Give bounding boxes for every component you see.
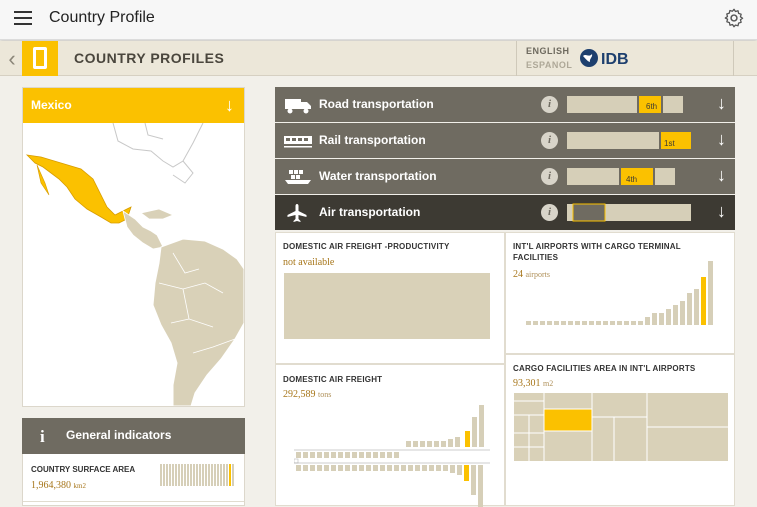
- surface-area-rank-bars: [160, 464, 234, 486]
- road-transportation-row[interactable]: Road transportation i 6th ↓: [275, 87, 735, 122]
- cargo-facilities-area-panel: CARGO FACILITIES AREA IN INT'L AIRPORTS …: [505, 354, 735, 506]
- info-icon[interactable]: i: [541, 132, 558, 149]
- app-logo: [22, 41, 58, 76]
- airplane-icon: [287, 204, 307, 222]
- transport-categories: Road transportation i 6th ↓ Rail transpo…: [275, 87, 735, 231]
- rail-transportation-label: Rail transportation: [319, 133, 426, 147]
- cargo-area-treemap: [514, 393, 728, 461]
- americas-map: [25, 123, 244, 406]
- section-title: COUNTRY PROFILES: [74, 50, 225, 66]
- rail-transportation-row[interactable]: Rail transportation i 1st ↓: [275, 123, 735, 158]
- panel-title: DOMESTIC AIR FREIGHT: [283, 375, 383, 384]
- menu-icon[interactable]: [14, 11, 32, 25]
- panel-title: INT'L AIRPORTS WITH CARGO TERMINAL FACIL…: [513, 242, 681, 262]
- surface-area-label: COUNTRY SURFACE AREA: [31, 465, 136, 474]
- rail-rank-label: 1st: [664, 139, 675, 148]
- arrow-down-icon[interactable]: ↓: [225, 95, 234, 115]
- idb-logo: IDB: [579, 48, 629, 69]
- info-icon: i: [40, 427, 45, 446]
- section-header: ‹ COUNTRY PROFILES ENGLISH ESPANOL IDB: [0, 41, 757, 76]
- airports-cargo-chart: [526, 261, 713, 325]
- arrow-down-icon[interactable]: ↓: [717, 201, 726, 221]
- water-rank-bar: 4th: [567, 167, 691, 186]
- water-transportation-label: Water transportation: [319, 169, 437, 183]
- country-selector[interactable]: Mexico ↓: [23, 88, 244, 123]
- road-transportation-label: Road transportation: [319, 97, 434, 111]
- lang-spanish-link[interactable]: ESPANOL: [526, 60, 573, 70]
- app-bar: Country Profile: [0, 0, 757, 40]
- road-rank-label: 6th: [646, 102, 657, 111]
- domestic-air-freight-chart: [294, 405, 490, 507]
- lang-english-link[interactable]: ENGLISH: [526, 46, 570, 56]
- ship-icon: [285, 170, 311, 184]
- panel-title: CARGO FACILITIES AREA IN INT'L AIRPORTS: [513, 364, 696, 373]
- water-rank-label: 4th: [626, 175, 637, 184]
- app-title: Country Profile: [49, 9, 155, 26]
- air-freight-productivity-panel: DOMESTIC AIR FREIGHT -PRODUCTIVITY not a…: [275, 232, 505, 364]
- unavailable-placeholder: [284, 273, 490, 339]
- surface-area-value: 1,964,380 km2: [31, 480, 86, 491]
- air-transportation-row[interactable]: Air transportation i ↓: [275, 195, 735, 230]
- air-rank-bar: [567, 203, 691, 222]
- info-icon[interactable]: i: [541, 96, 558, 113]
- mexico-shape[interactable]: [25, 154, 132, 224]
- air-transportation-label: Air transportation: [319, 205, 421, 219]
- general-indicators-list: COUNTRY SURFACE AREA 1,964,380 km2: [22, 454, 245, 506]
- info-icon[interactable]: i: [541, 168, 558, 185]
- panel-title: DOMESTIC AIR FREIGHT -PRODUCTIVITY: [283, 242, 450, 251]
- arrow-down-icon[interactable]: ↓: [717, 93, 726, 113]
- country-map-card: Mexico ↓: [22, 87, 245, 407]
- country-name: Mexico: [31, 98, 72, 112]
- domestic-air-freight-panel: DOMESTIC AIR FREIGHT 292,589 tons: [275, 364, 505, 507]
- intl-airports-cargo-panel: INT'L AIRPORTS WITH CARGO TERMINAL FACIL…: [505, 232, 735, 354]
- settings-gear-icon[interactable]: [723, 7, 745, 29]
- back-chevron-icon[interactable]: ‹: [8, 46, 16, 71]
- panel-value: 24 airports: [513, 269, 550, 280]
- panel-value: not available: [283, 257, 335, 268]
- panel-value: 93,301 m2: [513, 378, 554, 389]
- language-switcher: ENGLISH ESPANOL IDB: [516, 41, 734, 76]
- arrow-down-icon[interactable]: ↓: [717, 129, 726, 149]
- arrow-down-icon[interactable]: ↓: [717, 165, 726, 185]
- idb-globe-icon: [580, 49, 598, 67]
- general-indicators-header[interactable]: i General indicators: [22, 418, 245, 454]
- general-indicators-title: General indicators: [66, 428, 172, 442]
- panel-value: 292,589 tons: [283, 389, 332, 400]
- info-icon[interactable]: i: [541, 204, 558, 221]
- train-icon: [284, 136, 312, 148]
- rail-rank-bar: 1st: [567, 131, 691, 150]
- water-transportation-row[interactable]: Water transportation i 4th ↓: [275, 159, 735, 194]
- truck-icon: [285, 99, 311, 114]
- road-rank-bar: 6th: [567, 95, 691, 114]
